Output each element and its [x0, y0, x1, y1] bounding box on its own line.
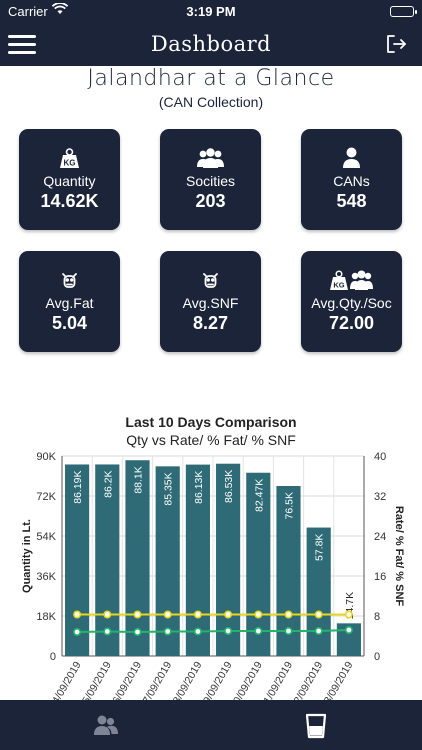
logout-icon	[387, 35, 406, 53]
bar	[65, 464, 90, 656]
hamburger-icon	[8, 35, 36, 38]
series-point	[284, 627, 293, 636]
y2-tick-label: 0	[374, 651, 380, 663]
chart-title: Last 10 Days Comparison	[125, 414, 297, 430]
y-tick-label: 18K	[36, 611, 56, 623]
bar	[155, 466, 180, 656]
group-icon	[160, 147, 261, 169]
bar-data-label: 86.19K	[72, 470, 84, 503]
avg-qty-soc-value: 72.00	[328, 313, 375, 333]
menu-button[interactable]	[8, 35, 36, 55]
series-point	[284, 610, 293, 619]
y2-tick-label: 24	[374, 531, 386, 543]
svg-text:KG: KG	[333, 281, 344, 290]
bar	[95, 464, 120, 656]
avg-fat-label: Avg.Fat	[45, 295, 94, 311]
avg-snf-label: Avg.SNF	[182, 295, 239, 311]
avg-snf-card[interactable]: Avg.SNF 8.27	[160, 251, 261, 352]
person-icon	[301, 147, 402, 169]
series-point	[224, 627, 233, 636]
tab-bar	[0, 700, 422, 750]
bar-data-label: 86.13K	[193, 471, 205, 504]
wifi-icon	[51, 2, 69, 18]
series-point	[133, 610, 142, 619]
status-bar: Carrier 3:19 PM	[0, 0, 422, 24]
bar	[216, 463, 241, 656]
series-point	[314, 627, 323, 636]
avg-fat-card[interactable]: Avg.Fat 5.04	[19, 251, 120, 352]
cans-value: 548	[336, 191, 367, 211]
avg-fat-value: 5.04	[51, 313, 88, 333]
series-point	[103, 610, 112, 619]
chart-subtitle: Qty vs Rate/ % Fat/ % SNF	[126, 432, 296, 448]
series-point	[344, 610, 353, 619]
avg-snf-value: 8.27	[192, 313, 229, 333]
bar	[246, 472, 271, 656]
cans-card[interactable]: CANs 548	[301, 129, 402, 230]
bar-data-label: 86.53K	[223, 470, 235, 503]
y2-tick-label: 16	[374, 571, 386, 583]
society-users-icon	[94, 715, 118, 735]
chart-plot: 0 18K 36K 54K 72K 90K 0 8 16 24 32 40 Quantity in Lt…	[21, 451, 405, 700]
quantity-card[interactable]: KG Quantity 14.62K	[19, 129, 120, 230]
comparison-chart: Last 10 Days Comparison Qty vs Rate/ % F…	[0, 408, 422, 700]
series-point	[344, 626, 353, 635]
cow-icon	[19, 269, 120, 291]
series-point	[314, 610, 323, 619]
page-title: Dashboard	[150, 32, 272, 56]
cans-label: CANs	[333, 173, 370, 189]
svg-text:KG: KG	[64, 159, 76, 168]
kg-weight-icon: KG	[19, 147, 120, 169]
series-line	[77, 629, 349, 634]
series-point	[163, 627, 172, 636]
bar-data-label: 86.2K	[102, 470, 114, 497]
y2-tick-label: 32	[374, 491, 386, 503]
series-point	[254, 627, 263, 636]
quantity-label: Quantity	[43, 173, 96, 189]
socities-value: 203	[195, 191, 226, 211]
battery-icon	[390, 6, 417, 17]
y2-tick-label: 40	[374, 451, 386, 463]
city-heading: Jalandhar at a Glance	[87, 66, 335, 91]
tab-can-collection[interactable]	[211, 700, 422, 750]
nav-bar: Dashboard	[0, 24, 422, 66]
avg-qty-soc-card[interactable]: KG Avg.Qty./Soc 72.00	[301, 251, 402, 352]
bar-data-label: 82.47K	[253, 479, 265, 512]
y-tick-label: 90K	[36, 451, 56, 463]
y-tick-label: 36K	[36, 571, 56, 583]
y-tick-label: 54K	[36, 531, 56, 543]
y2-tick-label: 8	[374, 611, 380, 623]
series-point	[73, 610, 82, 619]
series-point	[73, 628, 82, 637]
series-point	[163, 610, 172, 619]
bar	[185, 464, 210, 656]
series-point	[133, 628, 142, 637]
series-point	[193, 627, 202, 636]
tab-societies[interactable]	[0, 700, 211, 750]
logout-button[interactable]	[384, 32, 408, 56]
socities-card[interactable]: Socities 203	[160, 129, 261, 230]
bar	[125, 460, 150, 656]
y-tick-label: 0	[50, 651, 56, 663]
bar-data-label: 57.8K	[314, 534, 326, 561]
series-point	[254, 610, 263, 619]
series-point	[193, 610, 202, 619]
y2-axis-title: Rate/ % Fat/ % SNF	[393, 506, 405, 607]
y-axis-title: Quantity in Lt.	[21, 519, 33, 593]
bar-data-label: 76.5K	[284, 492, 296, 519]
series-point	[224, 610, 233, 619]
carrier-label: Carrier	[8, 4, 48, 19]
bar-data-label: 85.35K	[163, 472, 175, 505]
quantity-value: 14.62K	[40, 191, 99, 211]
series-point	[103, 627, 112, 636]
x-tick-label: 04/09/2019	[47, 659, 84, 700]
kg-group-icon: KG	[301, 269, 402, 291]
socities-label: Socities	[185, 173, 236, 189]
avg-qty-soc-label: Avg.Qty./Soc	[311, 295, 392, 311]
bar-data-label: 88.1K	[133, 466, 145, 493]
city-subheading: (CAN Collection)	[158, 94, 264, 110]
y-tick-label: 72K	[36, 491, 56, 503]
cow-icon	[160, 269, 261, 291]
milk-can-icon	[305, 713, 327, 739]
